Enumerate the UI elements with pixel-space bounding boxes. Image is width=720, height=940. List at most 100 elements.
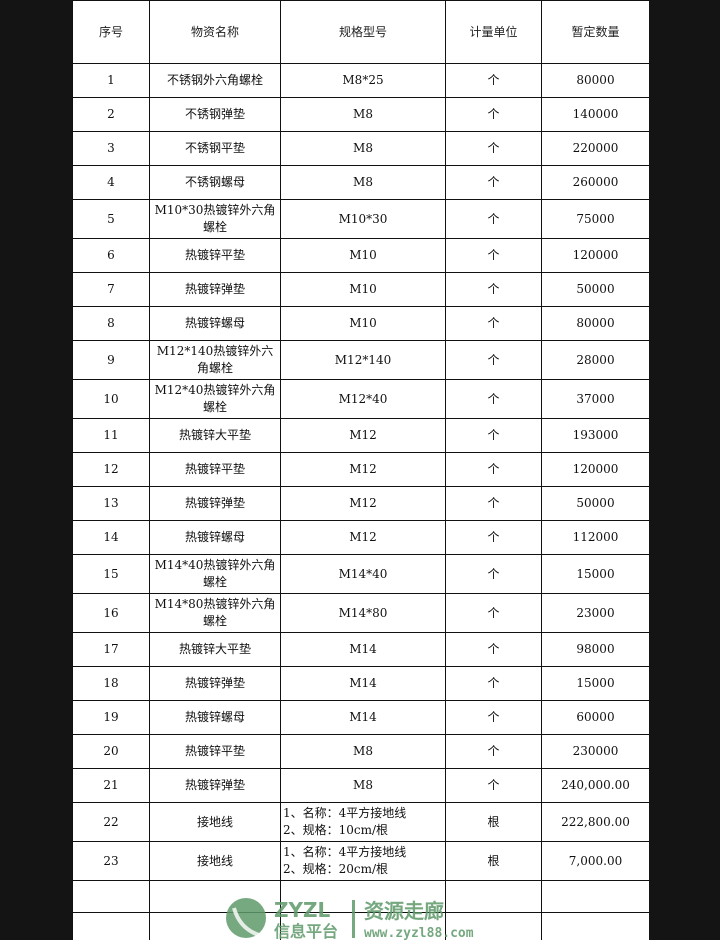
header-name: 物资名称 [149,0,281,64]
cell-spec: M8 [280,131,446,166]
cell-spec: M12 [280,520,446,555]
cell-name: 热镀锌螺母 [149,700,281,735]
cell-unit: 个 [445,165,542,200]
empty-cell [149,880,281,913]
cell-unit: 个 [445,486,542,521]
table-row: 23 接地线 1、名称：4平方接地线 2、规格：20cm/根 根 7,000.00 [72,841,649,881]
materials-table: 序号 物资名称 规格型号 计量单位 暂定数量 1 不锈钢外六角螺栓 M8*25 个 80… [72,0,649,940]
cell-no: 7 [72,272,150,307]
cell-no: 8 [72,306,150,341]
table-row: 16 M14*80热镀锌外六角螺栓 M14*80 个 23000 [72,593,649,633]
cell-no: 12 [72,452,150,487]
cell-spec: M10 [280,238,446,273]
empty-cell [149,912,281,940]
cell-no: 6 [72,238,150,273]
cell-no: 4 [72,165,150,200]
cell-qty: 140000 [541,97,649,132]
cell-qty: 260000 [541,165,649,200]
cell-spec: M8 [280,768,446,803]
header-no: 序号 [72,0,150,64]
cell-no: 10 [72,379,150,419]
cell-name: 不锈钢弹垫 [149,97,281,132]
cell-no: 13 [72,486,150,521]
cell-unit: 个 [445,238,542,273]
spec-line: 2、规格：20cm/根 [283,862,389,876]
cell-unit: 个 [445,379,542,419]
cell-name: M14*80热镀锌外六角螺栓 [149,593,281,633]
cell-unit: 个 [445,131,542,166]
cell-spec: M8*25 [280,63,446,98]
table-row: 11 热镀锌大平垫 M12 个 193000 [72,418,649,453]
cell-qty: 7,000.00 [541,841,649,881]
cell-no: 23 [72,841,150,881]
cell-qty: 75000 [541,199,649,239]
cell-name: M14*40热镀锌外六角螺栓 [149,554,281,594]
cell-qty: 120000 [541,452,649,487]
cell-name: 热镀锌弹垫 [149,666,281,701]
header-spec: 规格型号 [280,0,446,64]
table-row: 10 M12*40热镀锌外六角螺栓 M12*40 个 37000 [72,379,649,419]
cell-no: 18 [72,666,150,701]
cell-no: 15 [72,554,150,594]
cell-name: 热镀锌螺母 [149,306,281,341]
empty-cell [541,880,649,913]
cell-spec: M8 [280,734,446,769]
cell-qty: 220000 [541,131,649,166]
table-row: 5 M10*30热镀锌外六角螺栓 M10*30 个 75000 [72,199,649,239]
table-row: 3 不锈钢平垫 M8 个 220000 [72,131,649,166]
cell-unit: 根 [445,802,542,842]
cell-spec: M12*140 [280,340,446,380]
table-row: 14 热镀锌螺母 M12 个 112000 [72,520,649,555]
cell-qty: 15000 [541,554,649,594]
cell-unit: 个 [445,593,542,633]
empty-cell [445,912,542,940]
cell-spec: M14*40 [280,554,446,594]
cell-no: 5 [72,199,150,239]
empty-cell [445,880,542,913]
cell-unit: 个 [445,97,542,132]
cell-no: 19 [72,700,150,735]
cell-unit: 个 [445,520,542,555]
empty-cell [280,880,446,913]
cell-name: 热镀锌弹垫 [149,486,281,521]
cell-spec: M12 [280,418,446,453]
table-row: 22 接地线 1、名称：4平方接地线 2、规格：10cm/根 根 222,800.00 [72,802,649,842]
cell-unit: 个 [445,272,542,307]
cell-qty: 23000 [541,593,649,633]
cell-qty: 120000 [541,238,649,273]
table-row: 19 热镀锌螺母 M14 个 60000 [72,700,649,735]
cell-unit: 个 [445,452,542,487]
cell-unit: 个 [445,554,542,594]
cell-name: 不锈钢平垫 [149,131,281,166]
table-row: 17 热镀锌大平垫 M14 个 98000 [72,632,649,667]
table-row: 21 热镀锌弹垫 M8 个 240,000.00 [72,768,649,803]
cell-spec: M10 [280,272,446,307]
empty-cell [541,912,649,940]
table-row: 18 热镀锌弹垫 M14 个 15000 [72,666,649,701]
cell-unit: 个 [445,199,542,239]
table-row: 12 热镀锌平垫 M12 个 120000 [72,452,649,487]
cell-spec: M8 [280,97,446,132]
cell-name: 热镀锌大平垫 [149,632,281,667]
cell-name: 不锈钢螺母 [149,165,281,200]
spec-line: 1、名称：4平方接地线 [283,806,407,820]
cell-spec: M14 [280,666,446,701]
cell-unit: 个 [445,340,542,380]
table-row: 2 不锈钢弹垫 M8 个 140000 [72,97,649,132]
cell-name: 接地线 [149,802,281,842]
cell-name: 接地线 [149,841,281,881]
cell-name: 热镀锌平垫 [149,452,281,487]
cell-qty: 50000 [541,272,649,307]
cell-unit: 个 [445,63,542,98]
cell-qty: 50000 [541,486,649,521]
table-row: 1 不锈钢外六角螺栓 M8*25 个 80000 [72,63,649,98]
cell-qty: 230000 [541,734,649,769]
table-row: 8 热镀锌螺母 M10 个 80000 [72,306,649,341]
empty-cell [72,880,150,913]
cell-spec: 1、名称：4平方接地线 2、规格：10cm/根 [280,802,446,842]
cell-spec: 1、名称：4平方接地线 2、规格：20cm/根 [280,841,446,881]
cell-spec: M14*80 [280,593,446,633]
cell-unit: 个 [445,632,542,667]
cell-unit: 个 [445,734,542,769]
cell-qty: 193000 [541,418,649,453]
